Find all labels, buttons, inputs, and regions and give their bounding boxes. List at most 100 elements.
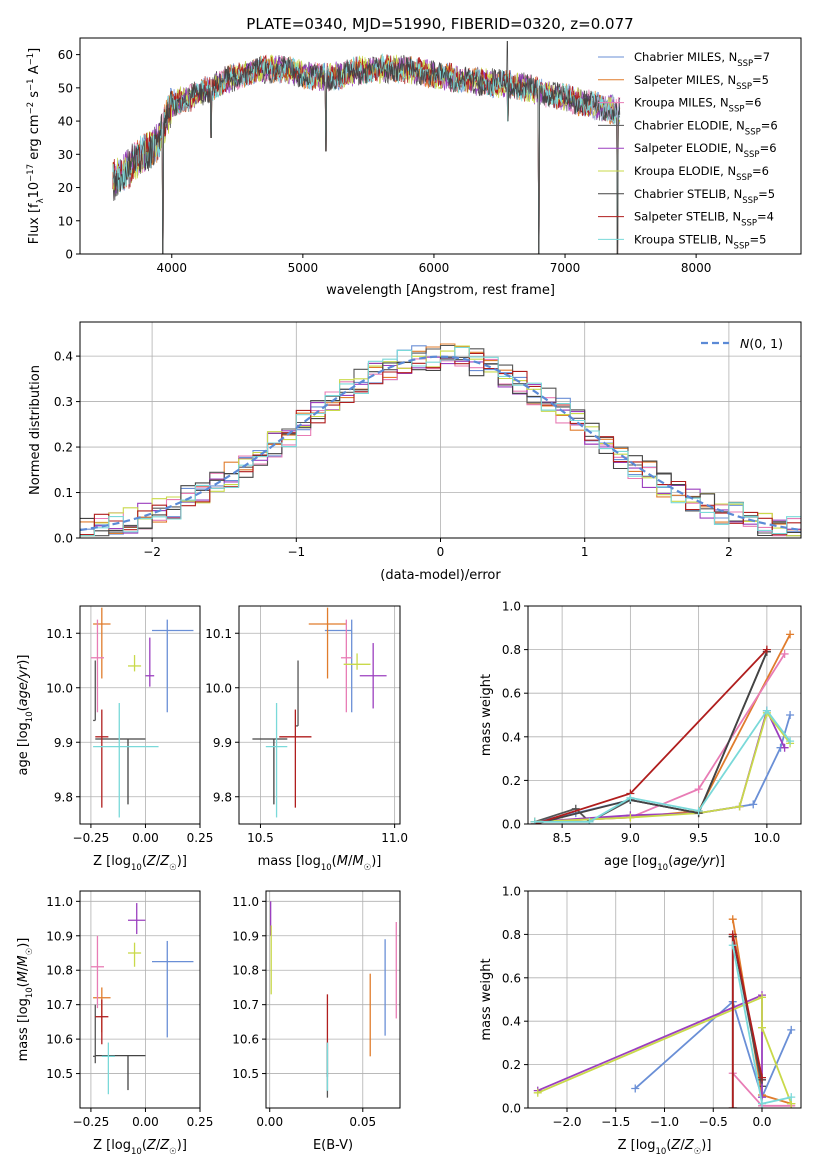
y-tick-label: 0.2 (502, 774, 521, 788)
plot-area-age_vs_mass (252, 607, 387, 818)
y-tick-label: 11.0 (46, 895, 73, 909)
weight-marker-kroupa_elodie (758, 993, 766, 1002)
legend-label: Chabrier STELIB, NSSP=5 (634, 187, 775, 206)
spectrum-line-kroupa_elodie (112, 54, 621, 254)
weight-marker-chabrier_miles (631, 1084, 640, 1093)
weight-line-chabrier_stelib (534, 651, 768, 824)
weight-marker-kroupa_stelib (786, 737, 795, 746)
y-tick-label: 10.1 (46, 627, 73, 641)
x-tick-label: 4000 (156, 261, 187, 275)
y-tick-label: 10.8 (232, 964, 259, 978)
spectrum-line-kroupa_stelib (112, 53, 621, 254)
y-tick-label: 10.0 (46, 681, 73, 695)
x-axis-label: age [log10(age/yr)] (604, 854, 725, 873)
x-tick-label: −1.0 (650, 1115, 679, 1129)
x-tick-label: 0.25 (187, 831, 214, 845)
y-tick-label: 10.9 (46, 929, 73, 943)
x-tick-label: 8000 (681, 261, 712, 275)
y-tick-label: 10.0 (205, 681, 232, 695)
x-tick-label: −2.0 (552, 1115, 581, 1129)
axes-frame (527, 605, 802, 825)
legend-label: Salpeter MILES, NSSP=5 (634, 73, 769, 92)
weight-line-kroupa_elodie (534, 710, 791, 823)
x-axis-label: Z [log10(Z/Z☉)] (93, 854, 187, 873)
weight-marker-kroupa_stelib (762, 706, 771, 715)
x-tick-label: 2 (725, 545, 733, 559)
plot-area-age_vs_Z (90, 607, 194, 818)
y-tick-label: 0.2 (54, 441, 73, 455)
y-tick-label: 10.8 (46, 964, 73, 978)
weight-marker-kroupa_stelib (728, 941, 737, 950)
normal-reference-curve (80, 355, 801, 532)
x-tick-label: 10.0 (754, 831, 781, 845)
legend-label: Salpeter ELODIE, NSSP=6 (634, 141, 777, 160)
y-tick-label: 0.0 (54, 532, 73, 546)
spectrum-line-chabrier_stelib (112, 40, 621, 254)
y-tick-label: 0.0 (502, 1102, 521, 1116)
histogram-salpeter_stelib (80, 352, 801, 536)
x-tick-label: 8.5 (553, 831, 572, 845)
weight-line-kroupa_miles (534, 653, 786, 823)
axes-frame (265, 890, 401, 1109)
panel-age_vs_Z: −0.25 0.00 0.25 9.8 9.9 10.0 10.1 Z [log10(Z/Z☉… (16, 605, 214, 873)
y-tick-label: 0.6 (502, 687, 521, 701)
y-tick-label: 10.5 (232, 1067, 259, 1081)
x-axis-label: E(B-V) (313, 1138, 353, 1153)
weight-marker-salpeter_elodie (780, 743, 789, 752)
weight-line-salpeter_miles (534, 633, 791, 823)
x-tick-label: 5000 (288, 261, 319, 275)
spectrum-line-salpeter_miles (112, 54, 621, 254)
panel-massweight_vs_age: 8.5 9.0 9.5 10.0 0.0 0.2 0.4 0.6 0.8 1.0 age [log1… (479, 600, 802, 873)
x-tick-label: 0.0 (752, 1115, 771, 1129)
x-tick-label: 10.5 (247, 831, 274, 845)
x-tick-label: 7000 (550, 261, 581, 275)
y-tick-label: 30 (58, 148, 73, 162)
weight-marker-salpeter_miles (728, 915, 737, 924)
y-tick-label: 9.9 (213, 736, 232, 750)
panel-spectrum: 4000 5000 6000 7000 8000 0 10 20 30 40 50 60 wavelen… (26, 37, 802, 298)
plot-area-residuals (80, 343, 801, 537)
y-tick-label: 0.4 (54, 350, 73, 364)
y-tick-label: 9.9 (54, 736, 73, 750)
y-tick-label: 50 (58, 81, 73, 95)
x-tick-label: 0.25 (187, 1115, 214, 1129)
weight-line-kroupa_elodie (537, 995, 793, 1105)
axes-frame (79, 890, 201, 1109)
y-tick-label: 10 (58, 214, 73, 228)
weight-marker-kroupa_miles (780, 649, 789, 658)
y-tick-label: 60 (58, 48, 73, 62)
y-axis-label: age [log10(age/yr)] (16, 655, 35, 776)
weight-line-kroupa_stelib (534, 709, 791, 823)
y-tick-label: 1.0 (502, 600, 521, 614)
weight-marker-kroupa_stelib (585, 817, 594, 824)
x-tick-label: 11.0 (381, 831, 408, 845)
y-axis-label: Normed distribution (28, 365, 43, 495)
x-tick-label: −2 (143, 545, 161, 559)
weight-marker-kroupa_stelib (530, 817, 539, 824)
figure-title: PLATE=0340, MJD=51990, FIBERID=0320, z=0… (246, 15, 633, 33)
x-tick-label: 0.00 (132, 831, 159, 845)
panel-massweight_vs_Z: −2.0 −1.5 −1.0 −0.5 0.0 0.0 0.2 0.4 0.6 0.8 1.0 Z [… (479, 885, 802, 1157)
y-tick-label: 0.8 (502, 643, 521, 657)
y-tick-label: 10.6 (232, 1033, 259, 1047)
panel-mass_vs_Z: −0.25 0.00 0.25 10.5 10.6 10.7 10.8 10.9 11.0 Z [… (16, 890, 214, 1157)
weight-marker-kroupa_elodie (533, 1088, 542, 1097)
panel-mass_vs_ebv: 0.00 0.05 10.5 10.6 10.7 10.8 10.9 11.0 E(B-V) (232, 890, 401, 1153)
y-tick-label: 0.6 (502, 971, 521, 985)
x-tick-label: −1.5 (601, 1115, 630, 1129)
weight-marker-kroupa_stelib (694, 806, 703, 815)
weight-marker-salpeter_stelib (758, 1073, 766, 1082)
panel-residuals: −2 −1 0 1 2 0.0 0.1 0.2 0.3 0.4 (data-model)/error… (28, 321, 802, 583)
panel-age_vs_mass: 10.5 11.0 9.8 9.9 10.0 10.1 mass [log10(M/M☉)] (205, 605, 408, 873)
spectrum-line-chabrier_elodie (112, 54, 621, 254)
axes-frame (79, 37, 802, 255)
y-tick-label: 20 (58, 181, 73, 195)
weight-marker-kroupa_elodie (626, 813, 635, 822)
weight-marker-kroupa_stelib (787, 1093, 796, 1102)
y-tick-label: 0.3 (54, 395, 73, 409)
legend-label: Salpeter STELIB, NSSP=4 (634, 210, 774, 229)
weight-marker-chabrier_miles (787, 1025, 796, 1034)
plot-area-mass_vs_Z (90, 903, 194, 1095)
plot-area-massweight_vs_Z (533, 915, 796, 1108)
